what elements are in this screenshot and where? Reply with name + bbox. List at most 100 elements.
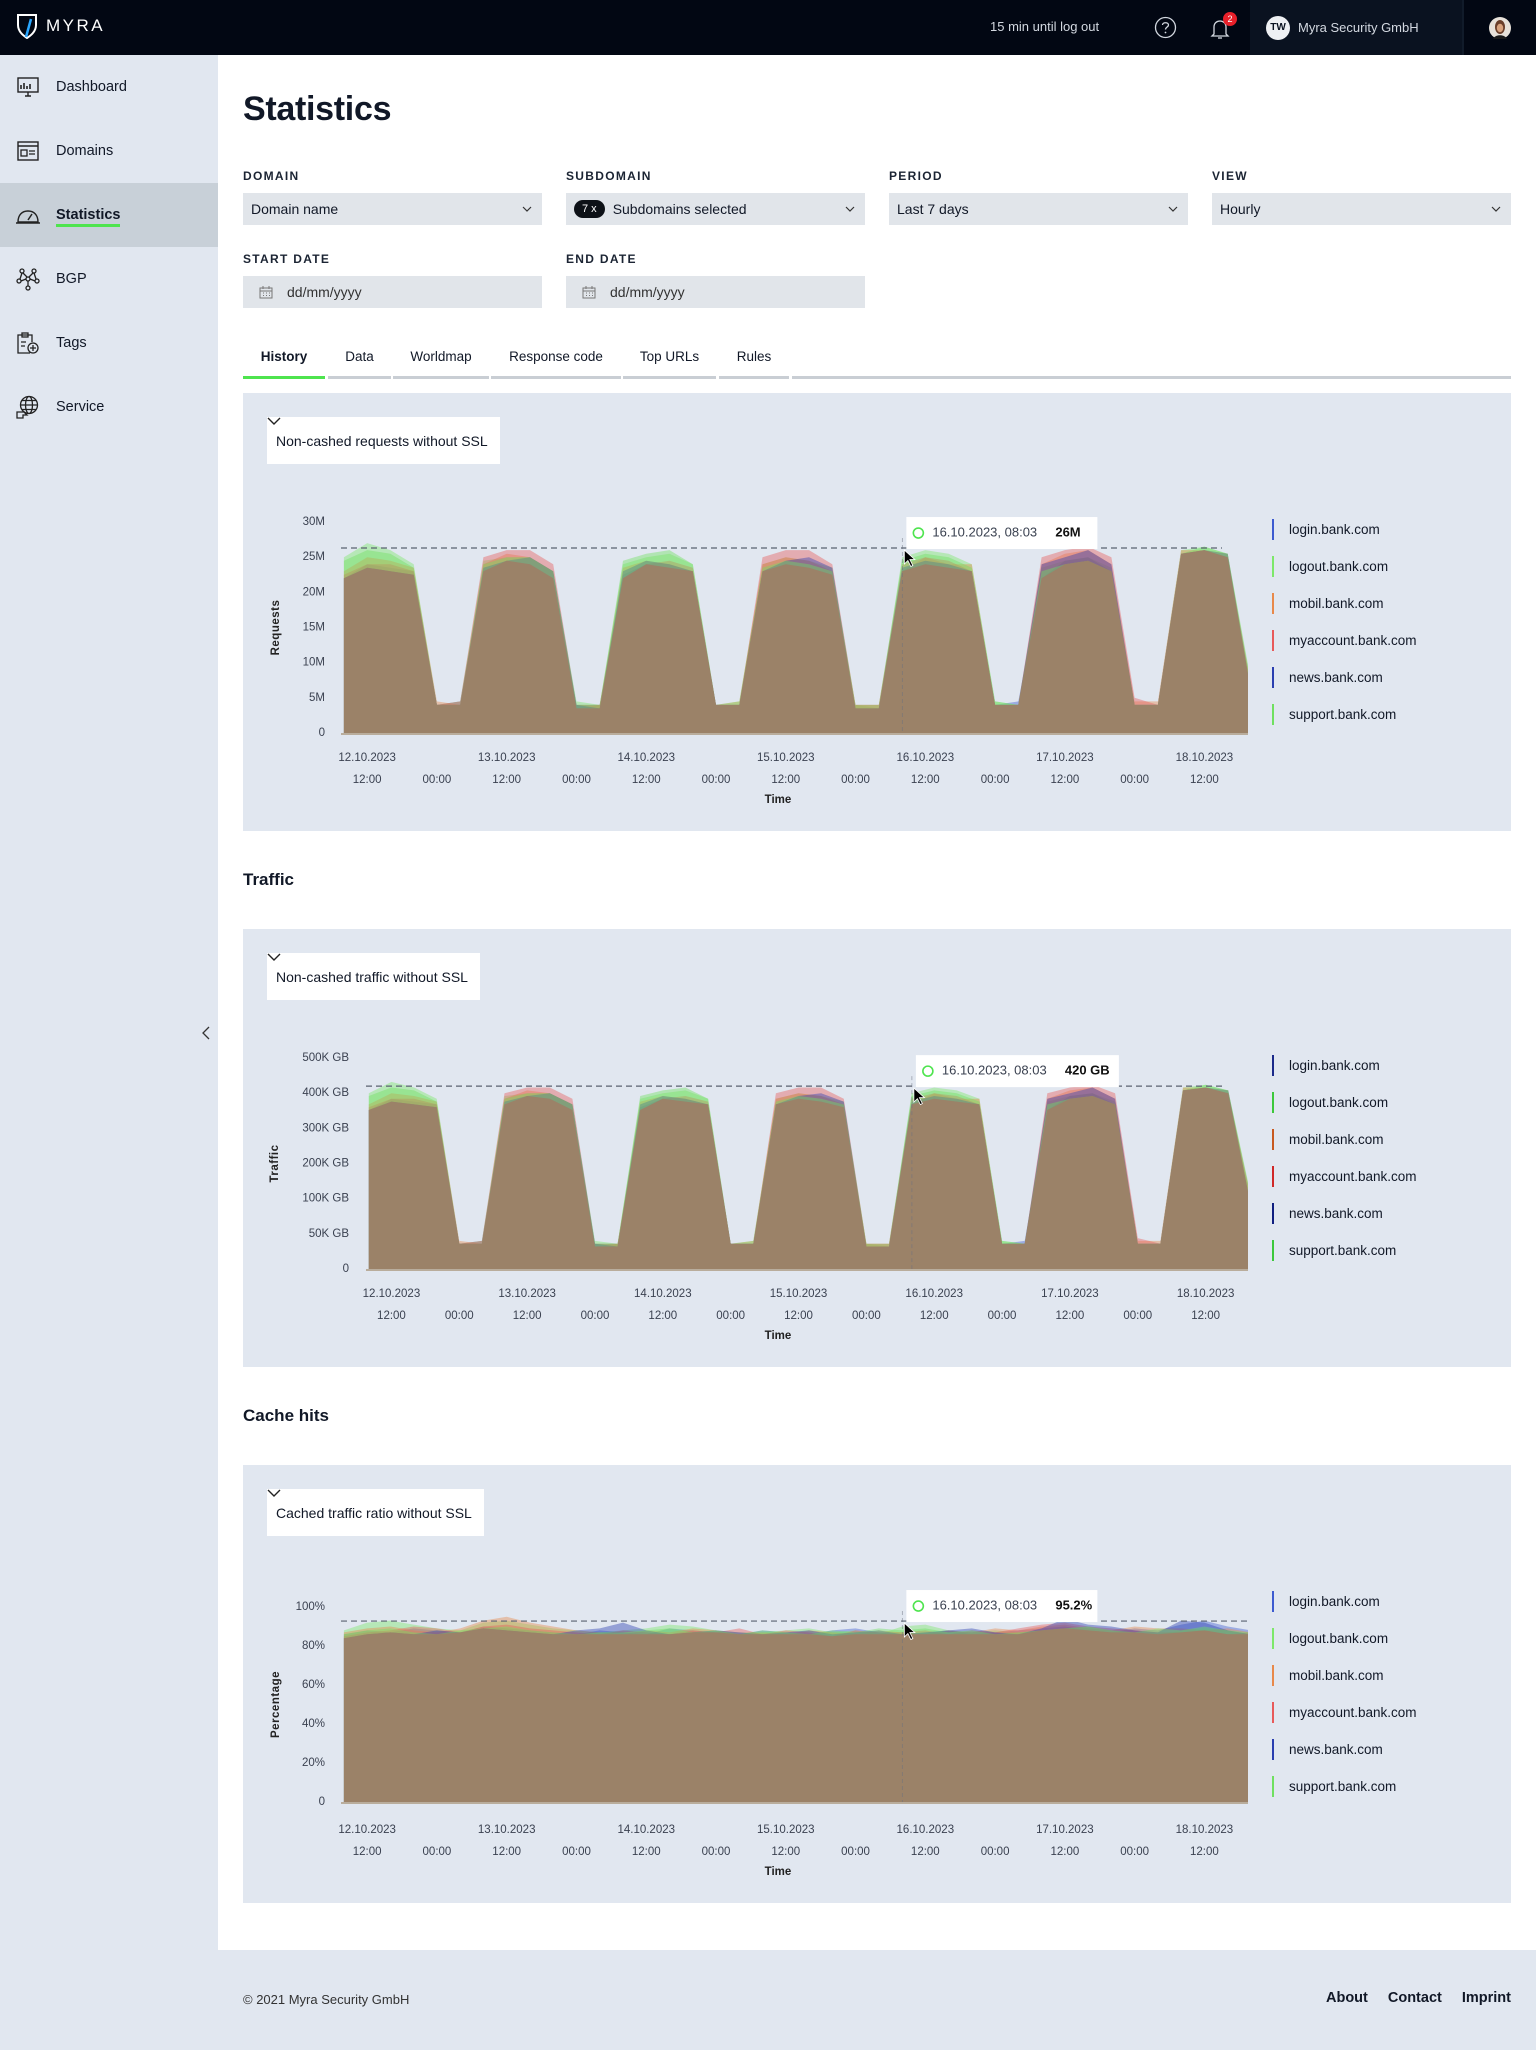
end-date-input[interactable]	[610, 284, 830, 300]
x-tick-date-label: 14.10.2023	[634, 1288, 692, 1300]
tab-data[interactable]: Data	[328, 346, 391, 379]
tags-icon	[17, 332, 39, 354]
tab-top-urls[interactable]: Top URLs	[623, 346, 716, 379]
legend-color-swatch	[1272, 1739, 1274, 1760]
metric-select[interactable]: Non-cashed requests without SSL	[267, 417, 500, 464]
legend-item[interactable]: news.bank.com	[1272, 1195, 1417, 1232]
chevron-down-icon	[1168, 206, 1178, 212]
x-tick-date-label: 14.10.2023	[617, 752, 675, 764]
selected-count-chip[interactable]: 7 x	[574, 200, 605, 218]
x-tick-date-label: 17.10.2023	[1036, 1824, 1094, 1836]
x-tick-time-label: 00:00	[702, 774, 731, 786]
sidebar-item-bgp[interactable]: BGP	[0, 247, 218, 311]
period-select[interactable]: Last 7 days	[889, 193, 1188, 225]
legend-item[interactable]: myaccount.bank.com	[1272, 622, 1417, 659]
x-tick-date-label: 17.10.2023	[1041, 1288, 1099, 1300]
tab-worldmap[interactable]: Worldmap	[393, 346, 489, 379]
x-tick-date-label: 16.10.2023	[897, 1824, 955, 1836]
start-date-input[interactable]	[287, 284, 507, 300]
x-tick-time-label: 12:00	[1190, 1846, 1219, 1858]
y-tick-label: 0	[319, 727, 325, 739]
domain-select[interactable]: Domain name	[243, 193, 542, 225]
end-date-field[interactable]	[566, 276, 865, 308]
legend-item[interactable]: support.bank.com	[1272, 1768, 1417, 1805]
x-tick-date-label: 18.10.2023	[1176, 752, 1234, 764]
legend-color-swatch	[1272, 1591, 1274, 1612]
legend-item[interactable]: login.bank.com	[1272, 1583, 1417, 1620]
metric-select[interactable]: Non-cashed traffic without SSL	[267, 953, 480, 1000]
footer-link-contact[interactable]: Contact	[1387, 1990, 1442, 2006]
tooltip-value: 95.2%	[1055, 1597, 1092, 1612]
legend-item[interactable]: myaccount.bank.com	[1272, 1158, 1417, 1195]
mouse-cursor-icon	[913, 1087, 926, 1106]
organization-switcher[interactable]: TW Myra Security GmbH	[1250, 0, 1462, 55]
legend-color-swatch	[1272, 1702, 1274, 1723]
tab-history[interactable]: History	[243, 346, 325, 379]
sidebar-item-statistics[interactable]: Statistics	[0, 183, 218, 247]
sidebar-item-tags[interactable]: Tags	[0, 311, 218, 375]
x-tick-time-label: 00:00	[716, 1310, 745, 1322]
notifications-bell-icon[interactable]	[1210, 17, 1230, 41]
legend-item[interactable]: news.bank.com	[1272, 1731, 1417, 1768]
subdomain-select[interactable]: 7 x Subdomains selected	[566, 193, 865, 225]
legend-item[interactable]: login.bank.com	[1272, 1047, 1417, 1084]
x-tick-time-label: 00:00	[562, 774, 591, 786]
legend-color-swatch	[1272, 1129, 1274, 1150]
tooltip-series-marker-icon	[912, 527, 925, 539]
x-tick-time-label: 12:00	[632, 774, 661, 786]
y-axis-title: Requests	[270, 600, 282, 656]
sidebar-item-domains[interactable]: Domains	[0, 119, 218, 183]
plot-area	[343, 1616, 1248, 1802]
y-axis-title: Percentage	[270, 1671, 282, 1738]
myra-logo[interactable]: MYRA	[16, 13, 105, 39]
legend-label: myaccount.bank.com	[1289, 1169, 1417, 1184]
x-tick-time-label: 00:00	[841, 1846, 870, 1858]
x-tick-time-label: 00:00	[981, 1846, 1010, 1858]
legend-item[interactable]: mobil.bank.com	[1272, 1121, 1417, 1158]
y-tick-label: 400K GB	[302, 1087, 349, 1099]
period-select-value: Last 7 days	[897, 201, 969, 217]
legend-item[interactable]: mobil.bank.com	[1272, 1657, 1417, 1694]
footer-link-imprint[interactable]: Imprint	[1461, 1990, 1511, 2006]
x-tick-time-label: 00:00	[1123, 1310, 1152, 1322]
view-select[interactable]: Hourly	[1212, 193, 1511, 225]
start-date-field[interactable]	[243, 276, 542, 308]
tooltip-value: 420 GB	[1065, 1063, 1110, 1078]
legend-item[interactable]: login.bank.com	[1272, 511, 1417, 548]
page-title: Statistics	[243, 90, 392, 128]
traffic-area-chart[interactable]: 0 50K GB 100K GB 200K GB 300K GB 400K GB 500K …	[243, 929, 1511, 1367]
x-tick-time-label: 12:00	[353, 1846, 382, 1858]
y-tick-label: 0	[343, 1263, 349, 1275]
divider	[1462, 0, 1464, 55]
sidebar-item-dashboard[interactable]: Dashboard	[0, 55, 218, 119]
legend-item[interactable]: myaccount.bank.com	[1272, 1694, 1417, 1731]
metric-select[interactable]: Cached traffic ratio without SSL	[267, 1489, 484, 1536]
cache-ratio-area-chart[interactable]: 0 20% 40% 60% 80% 100% 12.10.2023 13.10.2023 14.…	[243, 1465, 1511, 1903]
collapse-sidebar-chevron-icon[interactable]	[198, 1023, 216, 1043]
tab-response-code[interactable]: Response code	[491, 346, 621, 379]
legend-color-swatch	[1272, 1203, 1274, 1224]
x-tick-date-label: 13.10.2023	[498, 1288, 556, 1300]
legend-item[interactable]: support.bank.com	[1272, 1232, 1417, 1269]
legend-item[interactable]: logout.bank.com	[1272, 1620, 1417, 1657]
tab-rules[interactable]: Rules	[719, 346, 789, 379]
legend-item[interactable]: support.bank.com	[1272, 696, 1417, 733]
legend-item[interactable]: mobil.bank.com	[1272, 585, 1417, 622]
legend-item[interactable]: logout.bank.com	[1272, 1084, 1417, 1121]
sidebar-item-service[interactable]: Service	[0, 375, 218, 439]
requests-area-chart[interactable]: 0 5M 10M 15M 20M 25M 30M 12.10.2023 13.10.2023 14…	[243, 393, 1511, 831]
legend-label: login.bank.com	[1289, 522, 1380, 537]
x-tick-time-label: 12:00	[1191, 1310, 1220, 1322]
y-tick-label: 60%	[302, 1679, 325, 1691]
y-tick-label: 500K GB	[302, 1052, 349, 1064]
overlap-area	[343, 1628, 1248, 1802]
legend-item[interactable]: logout.bank.com	[1272, 548, 1417, 585]
x-axis-title: Time	[765, 1330, 792, 1342]
footer-link-about[interactable]: About	[1326, 1990, 1368, 2006]
legend-item[interactable]: news.bank.com	[1272, 659, 1417, 696]
logo-text: MYRA	[46, 16, 106, 35]
x-tick-time-label: 12:00	[377, 1310, 406, 1322]
user-avatar[interactable]	[1488, 16, 1512, 40]
help-icon[interactable]	[1154, 16, 1177, 39]
chart-legend: login.bank.com logout.bank.com mobil.bank.…	[1272, 1583, 1417, 1805]
